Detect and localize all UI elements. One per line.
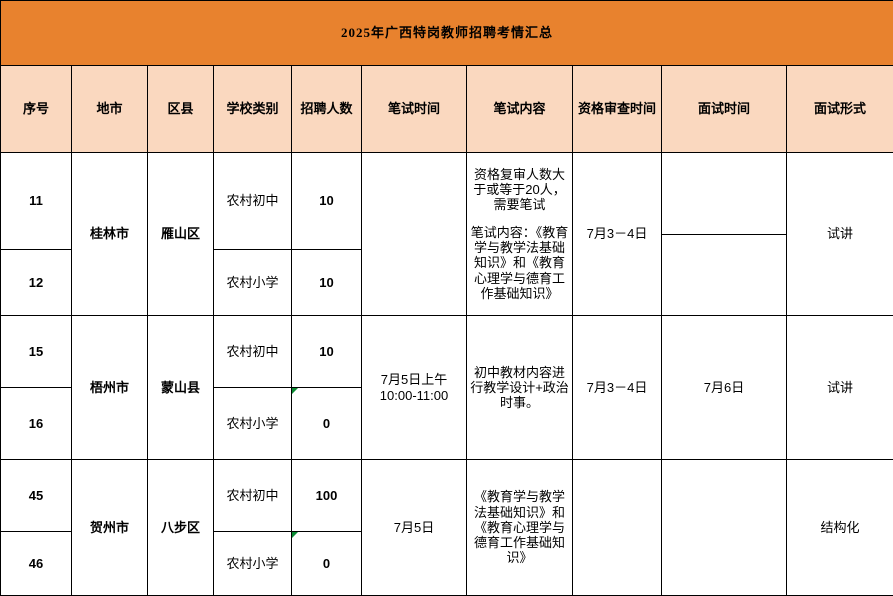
cell-headcount: 0 — [292, 388, 362, 460]
cell-written-content: 资格复审人数大于或等于20人，需要笔试笔试内容：《教育学与教学法基础知识》和《教… — [467, 153, 573, 316]
cell-interview-form: 试讲 — [787, 316, 893, 460]
column-header-written-time: 笔试时间 — [362, 66, 467, 153]
cell-school-type: 农村初中 — [214, 460, 292, 532]
column-header-review-time: 资格审查时间 — [573, 66, 662, 153]
cell-written-content: 《教育学与教学法基础知识》和《教育心理学与德育工作基础知识》 — [467, 460, 573, 596]
cell-school-type: 农村初中 — [214, 153, 292, 250]
cell-marker-icon — [292, 532, 298, 538]
column-header-index: 序号 — [1, 66, 72, 153]
cell-city: 贺州市 — [72, 460, 148, 596]
cell-school-type: 农村初中 — [214, 316, 292, 388]
cell-index: 15 — [1, 316, 72, 388]
cell-marker-icon — [292, 388, 298, 394]
cell-written-time — [362, 153, 467, 316]
header-row: 序号 地市 区县 学校类别 招聘人数 笔试时间 笔试内容 资格审查时间 面试时间… — [1, 66, 893, 153]
content-paragraph: 初中教材内容进行教学设计+政治时事。 — [470, 365, 569, 411]
title-row: 2025年广西特岗教师招聘考情汇总 — [1, 1, 893, 66]
content-paragraph: 资格复审人数大于或等于20人，需要笔试 — [470, 167, 569, 213]
cell-interview-time — [662, 460, 787, 596]
cell-headcount: 100 — [292, 460, 362, 532]
cell-school-type: 农村小学 — [214, 388, 292, 460]
column-header-headcount: 招聘人数 — [292, 66, 362, 153]
content-paragraph: 《教育学与教学法基础知识》和《教育心理学与德育工作基础知识》 — [470, 489, 569, 566]
cell-interview-time — [662, 153, 787, 316]
cell-review-time: 7月3－4日 — [573, 316, 662, 460]
cell-county: 蒙山县 — [148, 316, 214, 460]
cell-city: 桂林市 — [72, 153, 148, 316]
cell-headcount: 10 — [292, 316, 362, 388]
cell-index: 12 — [1, 250, 72, 316]
column-header-interview-form: 面试形式 — [787, 66, 893, 153]
column-header-city: 地市 — [72, 66, 148, 153]
column-header-county: 区县 — [148, 66, 214, 153]
cell-headcount: 10 — [292, 153, 362, 250]
cell-interview-time: 7月6日 — [662, 316, 787, 460]
cell-written-time: 7月5日 — [362, 460, 467, 596]
cell-written-content: 初中教材内容进行教学设计+政治时事。 — [467, 316, 573, 460]
content-paragraph: 笔试内容：《教育学与教学法基础知识》和《教育心理学与德育工作基础知识》 — [470, 225, 569, 302]
cell-county: 八步区 — [148, 460, 214, 596]
cell-interview-form: 试讲 — [787, 153, 893, 316]
column-header-school-type: 学校类别 — [214, 66, 292, 153]
cell-inner-divider — [662, 234, 786, 235]
cell-index: 16 — [1, 388, 72, 460]
column-header-interview-time: 面试时间 — [662, 66, 787, 153]
table-row: 11 桂林市 雁山区 农村初中 10 资格复审人数大于或等于20人，需要笔试笔试… — [1, 153, 893, 250]
cell-school-type: 农村小学 — [214, 250, 292, 316]
cell-review-time — [573, 460, 662, 596]
cell-headcount: 10 — [292, 250, 362, 316]
page-title: 2025年广西特岗教师招聘考情汇总 — [1, 1, 893, 66]
cell-city: 梧州市 — [72, 316, 148, 460]
cell-index: 45 — [1, 460, 72, 532]
cell-county: 雁山区 — [148, 153, 214, 316]
column-header-written-content: 笔试内容 — [467, 66, 573, 153]
cell-review-time: 7月3－4日 — [573, 153, 662, 316]
table-row: 45 贺州市 八步区 农村初中 100 7月5日 《教育学与教学法基础知识》和《… — [1, 460, 893, 532]
cell-index: 11 — [1, 153, 72, 250]
cell-interview-form: 结构化 — [787, 460, 893, 596]
